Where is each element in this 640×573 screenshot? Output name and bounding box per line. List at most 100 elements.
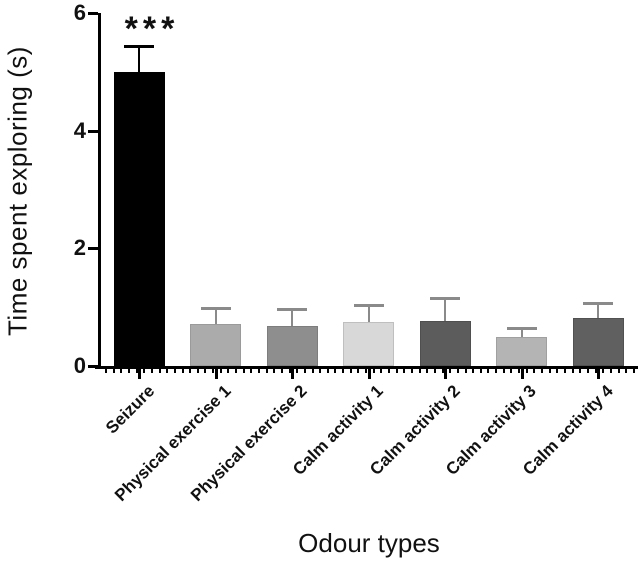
x-axis-minor-tick (526, 369, 528, 373)
x-axis-minor-tick (159, 369, 161, 373)
bar-calm-activity-1 (343, 321, 394, 366)
x-axis-major-tick (138, 369, 141, 379)
x-axis-minor-tick (595, 369, 597, 373)
x-axis-major-tick (597, 369, 600, 379)
x-axis-minor-tick (396, 369, 398, 373)
x-axis-minor-tick (556, 369, 558, 373)
x-axis-minor-tick (487, 369, 489, 373)
x-axis-minor-tick (204, 369, 206, 373)
x-axis-minor-tick (579, 369, 581, 373)
y-tick-label: 6 (73, 0, 86, 25)
x-axis-minor-tick (541, 369, 543, 373)
category-label: Seizure (101, 381, 158, 438)
x-axis-minor-tick (189, 369, 191, 373)
x-axis-minor-tick (334, 369, 336, 373)
x-axis-minor-tick (143, 369, 145, 373)
y-tick-label: 2 (73, 235, 86, 261)
x-axis-minor-tick (212, 369, 214, 373)
x-axis-minor-tick (373, 369, 375, 373)
error-bar-stem (291, 308, 293, 326)
x-axis-minor-tick (388, 369, 390, 373)
x-axis-major-tick (367, 369, 371, 379)
x-axis-minor-tick (182, 369, 184, 373)
x-axis-minor-tick (380, 369, 382, 373)
error-bar-stem (138, 45, 140, 72)
y-axis-tick (88, 365, 98, 368)
x-axis-line (95, 366, 638, 369)
x-axis-major-tick (444, 369, 447, 379)
x-axis-minor-tick (250, 369, 252, 373)
significance-marker: *** (124, 10, 180, 48)
bar-calm-activity-4 (572, 317, 624, 366)
y-tick-label: 4 (73, 117, 86, 143)
x-axis-minor-tick (166, 369, 168, 373)
x-axis-minor-tick (495, 369, 497, 373)
x-axis-minor-tick (510, 369, 512, 373)
x-axis-minor-tick (151, 369, 153, 373)
y-axis-line (98, 13, 101, 369)
x-axis-minor-tick (625, 369, 627, 373)
error-bar-stem (444, 296, 446, 322)
x-axis-minor-tick (618, 369, 620, 373)
x-axis-minor-tick (174, 369, 176, 373)
y-axis-tick (88, 129, 98, 133)
x-axis-minor-tick (243, 369, 245, 373)
x-axis-minor-tick (220, 369, 222, 373)
y-axis-title: Time spent exploring (s) (2, 46, 33, 336)
bar-physical-exercise-1 (190, 323, 241, 366)
error-bar-cap (583, 302, 613, 306)
x-axis-minor-tick (587, 369, 589, 373)
error-bar-stem (520, 327, 523, 338)
error-bar-cap (506, 327, 537, 331)
error-bar-cap (353, 304, 384, 308)
error-bar-cap (277, 308, 307, 312)
x-axis-minor-tick (342, 369, 344, 373)
error-bar-cap (430, 296, 460, 300)
x-axis-minor-tick (465, 369, 467, 373)
x-axis-minor-tick (350, 369, 352, 373)
y-axis-tick (88, 247, 98, 251)
x-axis-minor-tick (327, 369, 329, 373)
x-axis-minor-tick (564, 369, 566, 373)
x-axis-minor-tick (357, 369, 359, 373)
bar-calm-activity-3 (496, 337, 547, 366)
x-axis-minor-tick (449, 369, 451, 373)
x-axis-minor-tick (136, 369, 138, 373)
error-bar-stem (214, 307, 217, 324)
x-axis-minor-tick (304, 369, 306, 373)
bar-calm-activity-2 (419, 321, 471, 366)
x-axis-minor-tick (319, 369, 321, 373)
x-axis-minor-tick (120, 369, 122, 373)
bar-physical-exercise-2 (266, 325, 318, 366)
x-axis-minor-tick (419, 369, 421, 373)
x-axis-minor-tick (533, 369, 535, 373)
x-axis-minor-tick (602, 369, 604, 373)
x-axis-minor-tick (472, 369, 474, 373)
x-axis-minor-tick (411, 369, 413, 373)
x-axis-minor-tick (312, 369, 314, 373)
x-axis-minor-tick (442, 369, 444, 373)
error-bar-cap (124, 45, 154, 49)
x-axis-minor-tick (258, 369, 260, 373)
x-axis-minor-tick (281, 369, 283, 373)
x-axis-major-tick (214, 369, 218, 379)
error-bar-stem (367, 304, 370, 322)
x-axis-minor-tick (365, 369, 367, 373)
y-tick-label: 0 (73, 353, 86, 378)
x-axis-minor-tick (113, 369, 115, 373)
x-axis-minor-tick (105, 369, 107, 373)
x-axis-minor-tick (457, 369, 459, 373)
x-axis-minor-tick (197, 369, 199, 373)
x-axis-minor-tick (549, 369, 551, 373)
x-axis-minor-tick (235, 369, 237, 373)
x-axis-minor-tick (296, 369, 298, 373)
y-axis-tick (88, 12, 98, 15)
x-axis-minor-tick (610, 369, 612, 373)
x-axis-minor-tick (227, 369, 229, 373)
x-axis-minor-tick (518, 369, 520, 373)
x-axis-major-tick (520, 369, 524, 379)
x-axis-minor-tick (434, 369, 436, 373)
x-axis-minor-tick (503, 369, 505, 373)
x-axis-minor-tick (266, 369, 268, 373)
